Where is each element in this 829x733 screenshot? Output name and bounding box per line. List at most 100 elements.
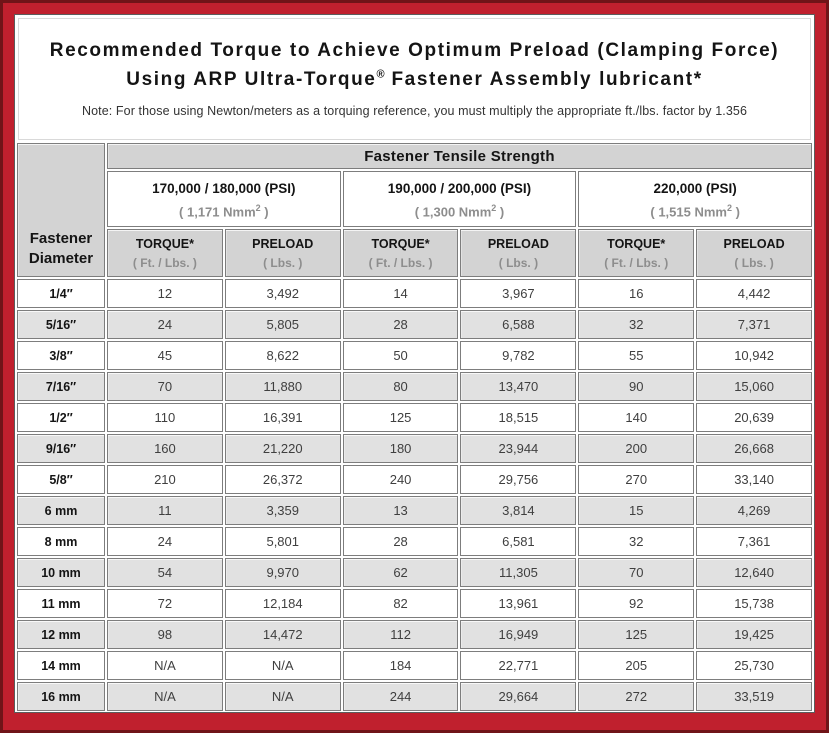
value-cell: 16,391 [224,403,341,432]
value-cell: N/A [107,651,223,680]
value-cell: 16 [578,279,695,308]
diameter-cell: 7/16″ [17,372,105,401]
table-row: 14 mm N/A N/A 184 22,771 205 25,730 [17,651,812,680]
column-header-preload: PRELOAD( Lbs. ) [460,229,577,277]
table-row: 5/16″ 24 5,805 28 6,588 32 7,371 [17,310,812,339]
table-row: 5/8″ 210 26,372 240 29,756 270 33,140 [17,465,812,494]
value-cell: 50 [342,341,459,370]
diameter-cell: 9/16″ [17,434,105,463]
value-cell: 9,782 [460,341,577,370]
value-cell: 16,949 [460,620,577,649]
value-cell: 3,492 [224,279,341,308]
value-cell: 22,771 [460,651,577,680]
value-cell: 92 [578,589,695,618]
column-header-torque: TORQUE*( Ft. / Lbs. ) [107,229,223,277]
value-cell: 24 [107,310,223,339]
value-cell: 32 [578,527,695,556]
column-header-torque: TORQUE*( Ft. / Lbs. ) [578,229,695,277]
value-cell: 15,060 [696,372,812,401]
value-cell: 13,961 [460,589,577,618]
diameter-cell: 5/16″ [17,310,105,339]
value-cell: 12,640 [696,558,812,587]
value-cell: 80 [342,372,459,401]
note-text: Note: For those using Newton/meters as a… [81,103,747,118]
table-row: 8 mm 24 5,801 28 6,581 32 7,361 [17,527,812,556]
value-cell: 28 [342,310,459,339]
value-cell: 180 [342,434,459,463]
value-cell: 21,220 [224,434,341,463]
table-row: 12 mm 98 14,472 112 16,949 125 19,425 [17,620,812,649]
value-cell: 6,581 [460,527,577,556]
value-cell: 4,442 [696,279,812,308]
value-cell: 200 [578,434,695,463]
value-cell: 4,269 [696,496,812,525]
column-header-preload: PRELOAD( Lbs. ) [224,229,341,277]
diameter-cell: 10 mm [17,558,105,587]
value-cell: 240 [342,465,459,494]
value-cell: 15,738 [696,589,812,618]
table-row: 9/16″ 160 21,220 180 23,944 200 26,668 [17,434,812,463]
value-cell: 14 [342,279,459,308]
title-line-1: Recommended Torque to Achieve Optimum Pr… [49,40,780,61]
value-cell: 62 [342,558,459,587]
value-cell: 5,801 [224,527,341,556]
value-cell: 55 [578,341,695,370]
value-cell: 110 [107,403,223,432]
value-cell: 244 [342,682,459,711]
value-cell: 10,942 [696,341,812,370]
value-cell: 7,371 [696,310,812,339]
value-cell: 12,184 [224,589,341,618]
diameter-cell: 3/8″ [17,341,105,370]
value-cell: 9,970 [224,558,341,587]
value-cell: 5,805 [224,310,341,339]
strength-group-header: 170,000 / 180,000 (PSI)( 1,171 Nmm2 ) [107,171,341,227]
value-cell: 24 [107,527,223,556]
value-cell: 25,730 [696,651,812,680]
value-cell: 13 [342,496,459,525]
title-block: Recommended Torque to Achieve Optimum Pr… [18,18,811,140]
value-cell: N/A [224,651,341,680]
table-header-row-groups: Fastener Diameter Fastener Tensile Stren… [17,143,812,277]
value-cell: 14,472 [224,620,341,649]
value-cell: 184 [342,651,459,680]
value-cell: N/A [224,682,341,711]
torque-preload-table: Fastener Diameter Fastener Tensile Stren… [15,141,814,712]
value-cell: 19,425 [696,620,812,649]
value-cell: 11,305 [460,558,577,587]
value-cell: 29,756 [460,465,577,494]
table-row: 7/16″ 70 11,880 80 13,470 90 15,060 [17,372,812,401]
value-cell: 26,668 [696,434,812,463]
table-row: 6 mm 11 3,359 13 3,814 15 4,269 [17,496,812,525]
value-cell: N/A [107,682,223,711]
value-cell: 18,515 [460,403,577,432]
value-cell: 125 [342,403,459,432]
value-cell: 32 [578,310,695,339]
value-cell: 28 [342,527,459,556]
diameter-cell: 16 mm [17,682,105,711]
value-cell: 54 [107,558,223,587]
value-cell: 8,622 [224,341,341,370]
value-cell: 140 [578,403,695,432]
value-cell: 29,664 [460,682,577,711]
value-cell: 33,140 [696,465,812,494]
value-cell: 15 [578,496,695,525]
value-cell: 33,519 [696,682,812,711]
value-cell: 12 [107,279,223,308]
value-cell: 11 [107,496,223,525]
table-row: 16 mm N/A N/A 244 29,664 272 33,519 [17,682,812,711]
column-header-preload: PRELOAD( Lbs. ) [696,229,812,277]
value-cell: 20,639 [696,403,812,432]
value-cell: 98 [107,620,223,649]
diameter-cell: 8 mm [17,527,105,556]
value-cell: 26,372 [224,465,341,494]
table-row: 1/4″ 12 3,492 14 3,967 16 4,442 [17,279,812,308]
strength-group-header: 190,000 / 200,000 (PSI)( 1,300 Nmm2 ) [342,171,577,227]
page-title: Recommended Torque to Achieve Optimum Pr… [27,36,802,95]
value-cell: 272 [578,682,695,711]
value-cell: 7,361 [696,527,812,556]
table-body: 1/4″ 12 3,492 14 3,967 16 4,442 5/16″ 24 5,805 28 6… [17,279,812,711]
diameter-cell: 12 mm [17,620,105,649]
table-header-row-columns: TORQUE*( Ft. / Lbs. ) PRELOAD( Lbs. ) TORQ… [17,229,812,277]
value-cell: 6,588 [460,310,577,339]
